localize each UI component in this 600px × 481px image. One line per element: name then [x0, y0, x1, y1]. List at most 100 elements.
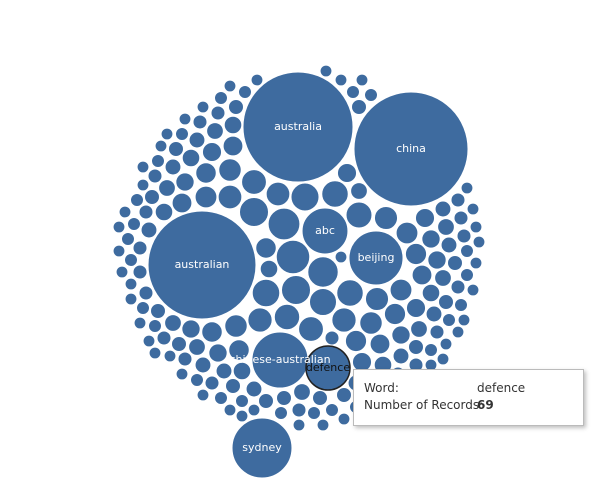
bubble: [316, 418, 330, 432]
bubble: [383, 302, 407, 326]
bubble: [168, 141, 184, 157]
bubble: [247, 403, 261, 417]
bubble: [292, 418, 306, 432]
bubble: [325, 403, 339, 417]
bubble: [144, 189, 160, 205]
bubble: [171, 192, 193, 214]
bubble: [136, 178, 150, 192]
bubble: [411, 264, 433, 286]
bubble: [238, 196, 270, 228]
bubble: [235, 409, 249, 423]
bubble: [175, 367, 189, 381]
bubble: [273, 303, 301, 331]
bubble: [231, 417, 293, 479]
bubble: [369, 333, 391, 355]
bubble: [238, 85, 252, 99]
bubble: [410, 320, 428, 338]
bubble: [224, 314, 248, 338]
bubble: [307, 256, 339, 288]
bubble: [255, 237, 277, 259]
bubble: [421, 229, 441, 249]
bubble: [222, 135, 244, 157]
tooltip-value: defence: [477, 381, 526, 395]
bubble: [301, 207, 349, 255]
bubble: [206, 122, 224, 140]
bubble: [112, 244, 126, 258]
bubble: [456, 228, 472, 244]
bubble: [217, 184, 243, 210]
bubble: [466, 202, 480, 216]
bubble: [258, 393, 274, 409]
bubble: [440, 236, 458, 254]
bubble: [336, 279, 364, 307]
bubble: [319, 64, 333, 78]
bubble: [130, 193, 144, 207]
bubble: [127, 217, 141, 231]
bubble: [457, 313, 471, 327]
bubble: [190, 373, 204, 387]
bubble: [421, 283, 441, 303]
bubble: [450, 279, 466, 295]
bubble: [208, 343, 228, 363]
bubble: [151, 154, 165, 168]
bubble: [364, 286, 390, 312]
bubble: [204, 375, 220, 391]
bubble: [196, 388, 210, 402]
tooltip-label: Number of Records:: [364, 398, 484, 412]
tooltip-row: Word: defence: [364, 381, 573, 398]
bubble: [466, 283, 480, 297]
bubble: [345, 201, 373, 229]
bubble: [453, 210, 469, 226]
bubble: [210, 105, 226, 121]
bubble: [425, 305, 443, 323]
bubble: [177, 351, 193, 367]
bubble: [242, 71, 354, 183]
bubble: [305, 345, 351, 391]
bubble: [392, 347, 410, 365]
bubble-label: china: [396, 142, 426, 155]
bubble: [160, 127, 174, 141]
bubble: [267, 207, 301, 241]
bubble: [353, 91, 469, 207]
bubble: [373, 205, 399, 231]
bubble: [439, 337, 453, 351]
bubble: [389, 278, 413, 302]
bubble: [214, 391, 228, 405]
bubble: [290, 182, 320, 212]
bubble: [235, 394, 249, 408]
bubble: [124, 253, 138, 267]
bubble: [312, 390, 328, 406]
bubble: [348, 230, 404, 286]
bubble: [115, 265, 129, 279]
bubble: [259, 259, 279, 279]
bubble: [280, 274, 312, 306]
bubble-label: abc: [315, 224, 335, 237]
bubble: [175, 127, 189, 141]
bubble: [192, 114, 208, 130]
bubble: [215, 362, 233, 380]
bubble: [188, 338, 206, 356]
bubble: [154, 139, 168, 153]
tooltip-row: Number of Records:69: [364, 398, 573, 415]
bubble: [225, 378, 241, 394]
bubble: [447, 255, 463, 271]
bubble: [194, 185, 218, 209]
bubble: [133, 316, 147, 330]
bubble: [454, 298, 468, 312]
bubble: [307, 406, 321, 420]
bubble: [201, 321, 223, 343]
bubble: [147, 168, 163, 184]
bubble: [214, 91, 228, 105]
bubble: [460, 181, 474, 195]
bubble: [228, 339, 250, 361]
bubble: [427, 250, 447, 270]
bubble: [124, 277, 138, 291]
bubble: [321, 180, 349, 208]
bubble: [156, 330, 172, 346]
bubble: [251, 278, 281, 308]
bubble-label: chinese-australian: [229, 353, 330, 366]
bubble: [336, 387, 352, 403]
bubble: [121, 232, 135, 246]
